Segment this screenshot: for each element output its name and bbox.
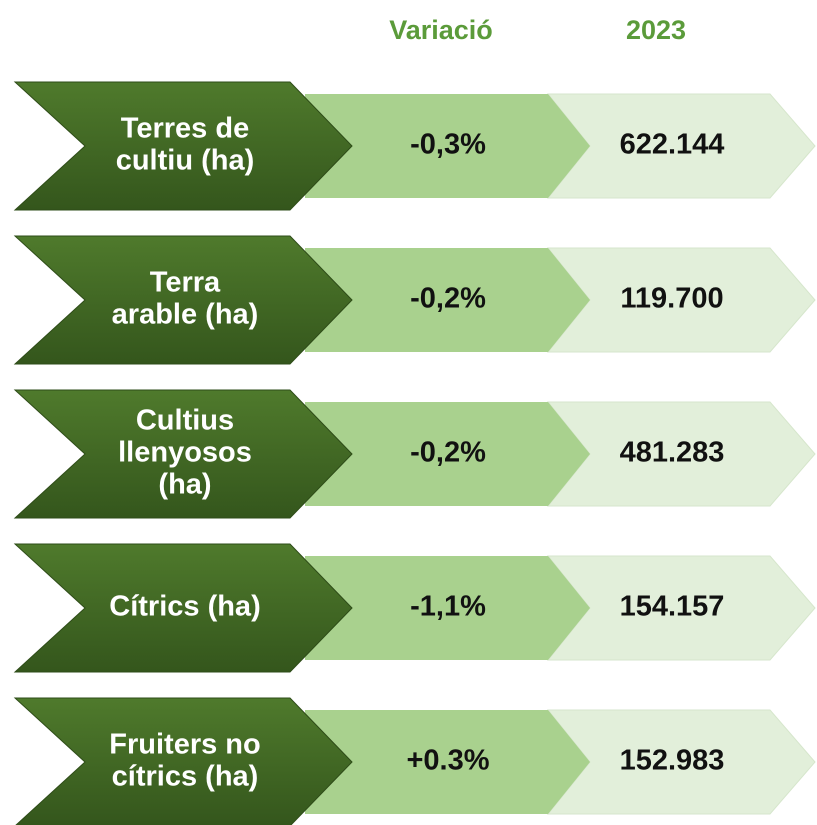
row-label: cítrics (ha) [112,761,259,793]
variation: -0,2% [410,283,486,315]
row-label: Terres de [121,113,249,145]
variation-chevron [305,94,590,198]
variation: -1,1% [410,591,486,623]
variation-chevron [305,402,590,506]
row-label: llenyosos [118,437,252,469]
row-label: Fruiters no [109,729,260,761]
variation-chevron [305,710,590,814]
label-chevron [13,235,353,365]
row-label: (ha) [158,469,211,501]
value: 119.700 [620,283,723,315]
label-chevron [13,389,353,519]
row-label: Terra [150,267,221,299]
row-label: cultiu (ha) [116,145,255,177]
header-year: 2023 [626,15,686,45]
row-label: arable (ha) [112,299,259,331]
header-variation: Variació [389,15,493,45]
value: 622.144 [620,129,725,161]
label-chevron [13,81,353,211]
label-chevron [13,543,353,673]
variation: +0.3% [406,745,489,777]
value: 154.157 [620,591,725,623]
value: 152.983 [620,745,725,777]
variation: -0,2% [410,437,486,469]
value: 481.283 [620,437,725,469]
row-label: Cultius [136,405,234,437]
variation-chevron [305,556,590,660]
row-label: Cítrics (ha) [109,591,260,623]
variation-chevron [305,248,590,352]
variation: -0,3% [410,129,486,161]
label-chevron [13,697,353,825]
